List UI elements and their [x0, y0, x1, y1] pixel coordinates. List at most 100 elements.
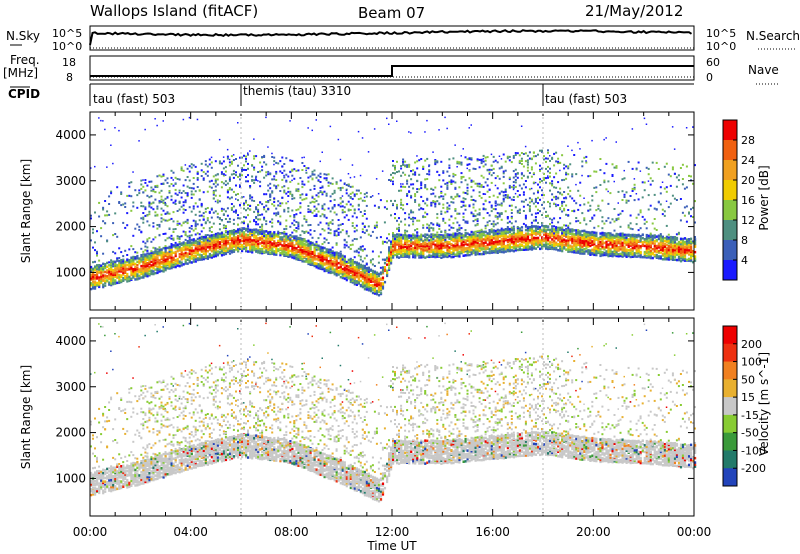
power-cell	[506, 155, 509, 158]
power-cell	[526, 229, 530, 232]
power-cell	[293, 229, 296, 232]
power-cell	[245, 248, 248, 251]
power-cell	[232, 218, 235, 221]
power-cell	[188, 206, 191, 209]
power-cell	[128, 185, 131, 188]
power-cell	[311, 250, 314, 254]
power-cell	[522, 238, 526, 241]
power-cell	[168, 236, 171, 239]
power-cell	[516, 209, 519, 212]
power-cell	[102, 283, 105, 286]
power-cell	[202, 227, 205, 230]
power-cell	[383, 206, 386, 209]
power-cell	[120, 274, 123, 277]
power-cell	[508, 230, 511, 234]
power-cell	[283, 242, 286, 246]
power-cell	[263, 161, 266, 164]
power-cell	[184, 192, 187, 194]
power-cell	[335, 234, 338, 237]
power-cell	[537, 236, 540, 240]
power-cell	[516, 229, 519, 232]
power-cell	[422, 246, 425, 249]
power-cell	[341, 274, 344, 278]
power-cell	[472, 233, 475, 236]
power-cell	[514, 220, 517, 223]
power-cell	[442, 252, 445, 256]
power-cell	[295, 213, 298, 216]
power-cell	[176, 261, 179, 265]
power-cell	[442, 179, 445, 182]
power-cell	[452, 245, 455, 249]
power-cell	[438, 237, 441, 241]
power-cell	[375, 277, 379, 280]
power-cell	[335, 229, 338, 232]
power-cell	[349, 275, 352, 278]
power-cell	[184, 179, 187, 182]
power-cell	[506, 249, 509, 253]
power-cell	[528, 157, 531, 160]
power-cell	[337, 269, 340, 273]
power-cell	[130, 181, 133, 184]
power-cell	[168, 185, 171, 188]
power-cell	[347, 276, 350, 279]
power-cell	[410, 238, 413, 241]
power-cell	[226, 182, 229, 185]
power-cell	[424, 211, 427, 214]
power-cell	[116, 186, 119, 189]
power-cell	[394, 245, 397, 248]
power-cell	[442, 244, 445, 247]
power-cell	[478, 231, 481, 234]
power-cell	[188, 241, 191, 244]
power-cell	[291, 222, 294, 225]
power-cell	[283, 244, 286, 247]
power-cell	[559, 169, 561, 172]
power-cell	[458, 227, 461, 230]
power-cell	[184, 248, 187, 251]
power-cell	[114, 233, 117, 235]
power-cell	[448, 233, 451, 237]
power-cell	[510, 209, 513, 212]
power-cell	[194, 247, 197, 250]
power-cell	[371, 284, 375, 287]
power-cell	[154, 249, 157, 252]
power-cell	[94, 276, 97, 280]
power-cell	[456, 254, 459, 258]
power-cell	[313, 230, 316, 232]
power-cell	[506, 194, 509, 197]
power-cell	[291, 209, 294, 212]
power-cell	[212, 175, 215, 178]
power-cell	[343, 183, 346, 185]
power-cell	[202, 215, 205, 218]
power-cell	[363, 193, 366, 196]
power-cell	[319, 265, 322, 268]
power-cell	[142, 185, 145, 188]
power-cell	[249, 247, 252, 250]
power-cell	[329, 254, 332, 257]
power-cell	[323, 214, 326, 217]
power-cell	[158, 261, 161, 265]
power-cell	[464, 250, 467, 253]
power-cell	[305, 197, 308, 200]
power-cell	[285, 253, 288, 256]
power-cell	[472, 167, 475, 170]
power-cell	[293, 235, 296, 238]
power-cell	[196, 237, 199, 241]
power-cell	[172, 261, 175, 264]
power-cell	[381, 278, 385, 281]
power-cell	[281, 156, 284, 159]
power-cell	[253, 210, 256, 213]
power-cell	[494, 201, 497, 204]
power-cell	[526, 166, 529, 169]
power-cell	[303, 215, 306, 218]
power-cell	[130, 256, 133, 259]
power-cell	[553, 196, 556, 199]
power-cell	[492, 225, 495, 228]
power-cell	[220, 232, 223, 235]
power-cell	[204, 160, 207, 163]
power-cell	[182, 184, 185, 187]
power-cell	[321, 151, 323, 153]
power-cell	[541, 238, 544, 241]
power-cell	[251, 241, 254, 244]
power-cell	[267, 240, 270, 243]
power-cell	[512, 247, 515, 250]
